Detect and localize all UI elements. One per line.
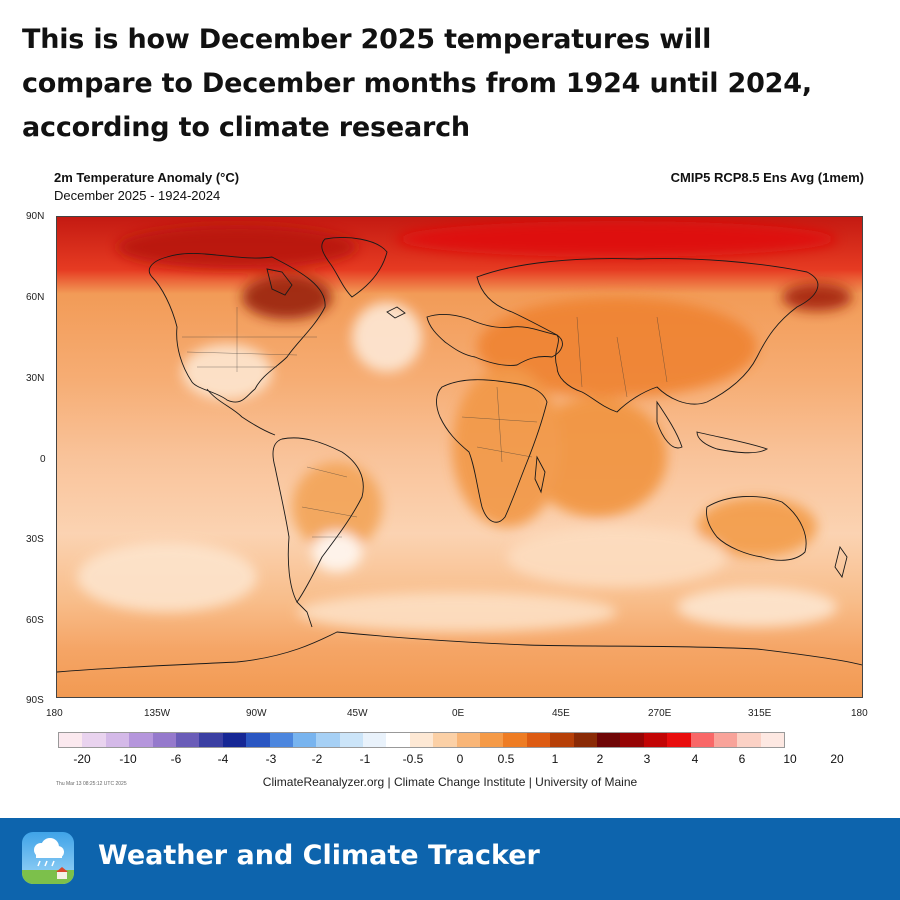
legend-tick-label: 10 bbox=[783, 752, 797, 766]
lat-label-60s: 60S bbox=[26, 615, 44, 626]
legend-swatch bbox=[667, 733, 691, 747]
lat-label-90n: 90N bbox=[26, 211, 45, 222]
legend-swatch bbox=[620, 733, 644, 747]
legend-tick-label: 6 bbox=[738, 752, 746, 766]
legend-swatch bbox=[129, 733, 153, 747]
legend-tick-label: 0.5 bbox=[497, 752, 515, 766]
weather-app-icon bbox=[22, 832, 74, 884]
legend-swatch bbox=[760, 733, 785, 747]
legend-swatch bbox=[59, 733, 83, 747]
legend-tick-label: -4 bbox=[217, 752, 229, 766]
legend-swatch bbox=[409, 733, 434, 747]
legend-swatch bbox=[339, 733, 364, 747]
color-legend bbox=[58, 732, 786, 748]
legend-swatch bbox=[82, 733, 106, 747]
legend-swatch bbox=[175, 733, 200, 747]
lon-label-180e: 180 bbox=[851, 708, 868, 719]
legend-swatch bbox=[573, 733, 597, 747]
legend-swatch bbox=[386, 733, 410, 747]
legend-swatch bbox=[456, 733, 481, 747]
headline-line-1: This is how December 2025 temperatures w… bbox=[22, 24, 712, 55]
legend-swatch bbox=[550, 733, 574, 747]
lon-label-45e: 45E bbox=[552, 708, 570, 719]
legend-tick-label: -6 bbox=[170, 752, 182, 766]
lon-label-135w: 135W bbox=[144, 708, 171, 719]
legend-swatch bbox=[152, 733, 176, 747]
legend-tick-label: 0 bbox=[456, 752, 464, 766]
lon-label-0e: 0E bbox=[452, 708, 465, 719]
legend-swatch bbox=[292, 733, 317, 747]
legend-tick-label: 20 bbox=[830, 752, 844, 766]
legend-swatch bbox=[737, 733, 761, 747]
lon-label-270e: 270E bbox=[648, 708, 672, 719]
headline-line-2: compare to December months from 1924 unt… bbox=[22, 68, 812, 99]
map-title: 2m Temperature Anomaly (°C) bbox=[54, 170, 240, 185]
legend-tick-label: 4 bbox=[691, 752, 699, 766]
lat-label-30n: 30N bbox=[26, 373, 45, 384]
legend-tick-label: -20 bbox=[73, 752, 91, 766]
lon-label-45w: 45W bbox=[347, 708, 368, 719]
lat-label-90s: 90S bbox=[26, 695, 44, 706]
lat-label-60n: 60N bbox=[26, 292, 45, 303]
credit-line: ClimateReanalyzer.org | Climate Change I… bbox=[262, 775, 638, 789]
country-borders bbox=[182, 307, 668, 538]
timestamp: Thu Mar 13 08:25:12 UTC 2025 bbox=[56, 781, 127, 787]
map-subtitle: December 2025 - 1924-2024 bbox=[54, 188, 221, 203]
legend-tick-label: 2 bbox=[596, 752, 604, 766]
lat-label-equator: 0 bbox=[40, 454, 46, 465]
legend-swatch bbox=[526, 733, 551, 747]
legend-tick-label: -0.5 bbox=[402, 752, 424, 766]
model-label: CMIP5 RCP8.5 Ens Avg (1mem) bbox=[670, 170, 864, 185]
lon-label-315e: 315E bbox=[748, 708, 772, 719]
brand-name: Weather and Climate Tracker bbox=[98, 840, 540, 871]
legend-tick-label: 3 bbox=[643, 752, 651, 766]
headline-line-3: according to climate research bbox=[22, 112, 470, 143]
legend-tick-label: -1 bbox=[359, 752, 371, 766]
legend-swatch bbox=[363, 733, 387, 747]
legend-swatch bbox=[105, 733, 130, 747]
headline: This is how December 2025 temperatures w… bbox=[22, 18, 882, 150]
legend-swatch bbox=[596, 733, 621, 747]
legend-swatch bbox=[199, 733, 223, 747]
lat-label-30s: 30S bbox=[26, 534, 44, 545]
coastlines bbox=[57, 237, 862, 673]
legend-tick-label: -2 bbox=[311, 752, 323, 766]
brand-footer: Weather and Climate Tracker bbox=[0, 818, 900, 900]
lon-label-180w: 180 bbox=[46, 708, 63, 719]
legend-swatch bbox=[690, 733, 714, 747]
anomaly-map-graphic bbox=[57, 217, 862, 697]
legend-tick-label: 1 bbox=[551, 752, 559, 766]
legend-swatch bbox=[316, 733, 340, 747]
legend-swatch bbox=[222, 733, 247, 747]
legend-swatch bbox=[246, 733, 270, 747]
legend-tick-label: -10 bbox=[119, 752, 137, 766]
legend-swatch bbox=[480, 733, 504, 747]
legend-swatch bbox=[269, 733, 293, 747]
legend-swatch bbox=[713, 733, 738, 747]
anomaly-map bbox=[56, 216, 863, 698]
legend-swatch bbox=[643, 733, 668, 747]
lon-label-90w: 90W bbox=[246, 708, 267, 719]
legend-swatch bbox=[433, 733, 457, 747]
legend-tick-label: -3 bbox=[265, 752, 277, 766]
legend-swatch bbox=[503, 733, 527, 747]
